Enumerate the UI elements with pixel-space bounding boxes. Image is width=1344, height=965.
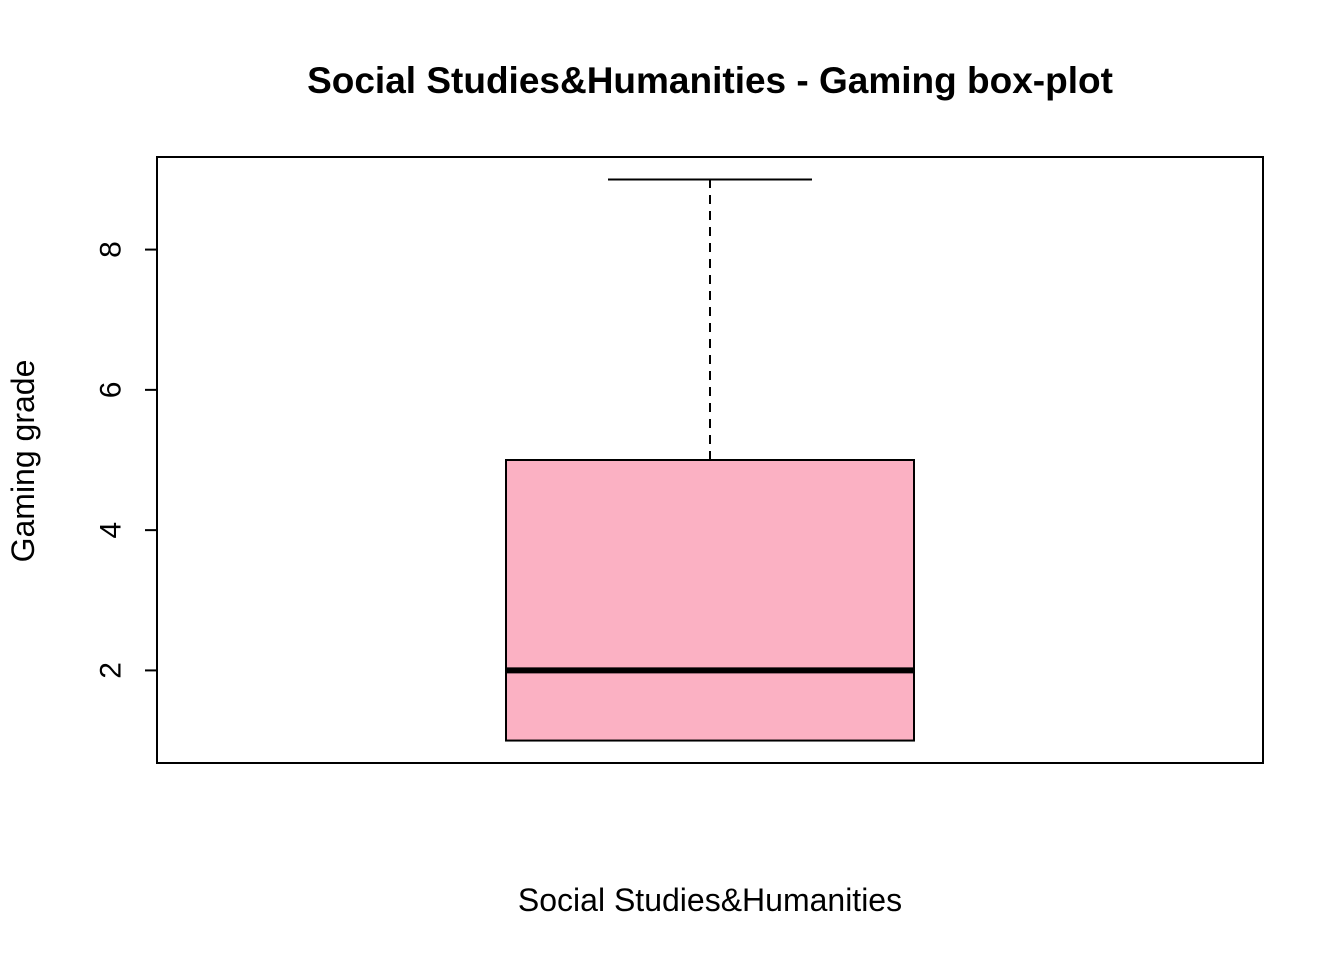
y-tick-label: 2 bbox=[95, 662, 128, 679]
y-axis-label: Gaming grade bbox=[5, 360, 41, 563]
chart-title: Social Studies&Humanities - Gaming box-p… bbox=[307, 60, 1113, 101]
y-tick-label: 8 bbox=[95, 241, 128, 258]
plot-frame bbox=[156, 156, 1264, 764]
y-axis: 2 4 6 8 bbox=[95, 241, 157, 679]
x-axis-label: Social Studies&Humanities bbox=[518, 882, 902, 918]
iqr-box bbox=[505, 459, 915, 742]
box-plot-series bbox=[505, 178, 915, 742]
y-tick-label: 6 bbox=[95, 382, 128, 399]
y-tick-label: 4 bbox=[95, 522, 128, 539]
